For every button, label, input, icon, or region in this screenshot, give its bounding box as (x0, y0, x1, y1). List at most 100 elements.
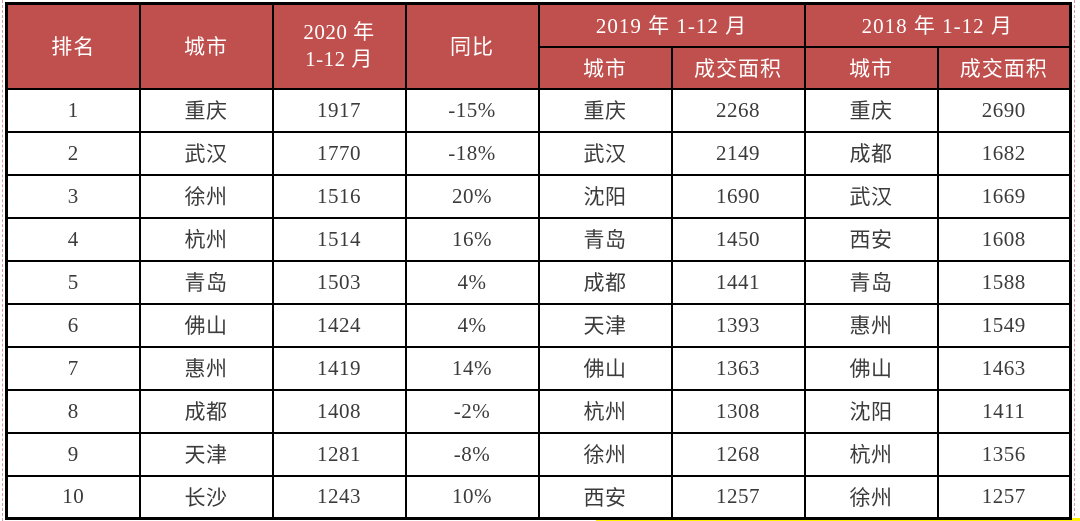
header-city-2020: 城市 (138, 2, 274, 90)
header-yoy: 同比 (404, 2, 540, 90)
cell-city-2019: 沈阳 (537, 173, 673, 219)
cell-city-2020: 成都 (138, 388, 274, 434)
header-row-sub: 城市 成交面积 城市 成交面积 (7, 45, 1072, 90)
cell-area-2019: 1450 (670, 216, 806, 262)
cell-city-2020: 重庆 (138, 87, 274, 133)
cell-rank: 1 (5, 87, 141, 133)
table-header: 排名 城市 2020 年 1-12 月 同比 2019 年 1-12 月 201… (5, 2, 1072, 90)
table-row: 4 杭州 1514 16% 青岛 1450 西安 1608 (5, 216, 1072, 262)
cell-volume-2020: 1770 (271, 130, 407, 176)
table-row: 2 武汉 1770 -18% 武汉 2149 成都 1682 (5, 130, 1072, 176)
table-row: 9 天津 1281 -8% 徐州 1268 杭州 1356 (5, 431, 1072, 477)
cell-rank: 9 (5, 431, 141, 477)
cell-area-2019: 1268 (670, 431, 806, 477)
cell-volume-2020: 1243 (271, 474, 407, 520)
cell-area-2019: 1441 (670, 259, 806, 305)
cell-yoy: -15% (404, 87, 540, 133)
cell-rank: 8 (5, 388, 141, 434)
cell-city-2018: 重庆 (803, 87, 939, 133)
cell-area-2018: 1682 (936, 130, 1072, 176)
page-boundary-left (2, 0, 3, 521)
city-transaction-table: 排名 城市 2020 年 1-12 月 同比 2019 年 1-12 月 201… (5, 2, 1072, 520)
cell-city-2019: 成都 (537, 259, 673, 305)
header-row-group: 排名 城市 2020 年 1-12 月 同比 2019 年 1-12 月 201… (5, 2, 1072, 90)
table-row: 10 长沙 1243 10% 西安 1257 徐州 1257 (5, 474, 1072, 520)
cell-volume-2020: 1917 (271, 87, 407, 133)
cell-yoy: -18% (404, 130, 540, 176)
cell-city-2019: 徐州 (537, 431, 673, 477)
cell-city-2020: 佛山 (138, 302, 274, 348)
cell-rank: 10 (5, 474, 141, 520)
cell-volume-2020: 1516 (271, 173, 407, 219)
cell-city-2018: 成都 (803, 130, 939, 176)
cell-yoy: 4% (404, 259, 540, 305)
table-row: 6 佛山 1424 4% 天津 1393 惠州 1549 (5, 302, 1072, 348)
cell-volume-2020: 1424 (271, 302, 407, 348)
table-body: 1 重庆 1917 -15% 重庆 2268 重庆 2690 2 武汉 1770… (5, 87, 1072, 520)
cell-area-2018: 1549 (936, 302, 1072, 348)
table-row: 7 惠州 1419 14% 佛山 1363 佛山 1463 (5, 345, 1072, 391)
table-row: 3 徐州 1516 20% 沈阳 1690 武汉 1669 (5, 173, 1072, 219)
cell-area-2018: 1411 (936, 388, 1072, 434)
cell-area-2019: 2149 (670, 130, 806, 176)
cell-area-2018: 1669 (936, 173, 1072, 219)
header-area-2018: 成交面积 (936, 45, 1072, 90)
cell-rank: 5 (5, 259, 141, 305)
table-row: 1 重庆 1917 -15% 重庆 2268 重庆 2690 (5, 87, 1072, 133)
cell-area-2019: 2268 (670, 87, 806, 133)
header-period-2020: 2020 年 1-12 月 (271, 2, 407, 90)
cell-city-2019: 重庆 (537, 87, 673, 133)
header-area-2019: 成交面积 (670, 45, 806, 90)
cell-city-2019: 青岛 (537, 216, 673, 262)
cell-city-2018: 惠州 (803, 302, 939, 348)
cell-yoy: -2% (404, 388, 540, 434)
table-row: 5 青岛 1503 4% 成都 1441 青岛 1588 (5, 259, 1072, 305)
cell-city-2018: 沈阳 (803, 388, 939, 434)
page-boundary-right (1074, 0, 1075, 521)
cell-rank: 3 (5, 173, 141, 219)
cell-yoy: 16% (404, 216, 540, 262)
cell-volume-2020: 1514 (271, 216, 407, 262)
cell-yoy: 14% (404, 345, 540, 391)
cell-rank: 7 (5, 345, 141, 391)
cell-area-2018: 1608 (936, 216, 1072, 262)
cell-area-2018: 2690 (936, 87, 1072, 133)
cell-volume-2020: 1419 (271, 345, 407, 391)
cell-yoy: -8% (404, 431, 540, 477)
cell-area-2018: 1588 (936, 259, 1072, 305)
cell-yoy: 10% (404, 474, 540, 520)
cell-city-2018: 杭州 (803, 431, 939, 477)
cell-city-2018: 青岛 (803, 259, 939, 305)
cell-city-2020: 天津 (138, 431, 274, 477)
header-city-2018: 城市 (803, 45, 939, 90)
cell-city-2018: 徐州 (803, 474, 939, 520)
cell-yoy: 20% (404, 173, 540, 219)
cell-area-2018: 1356 (936, 431, 1072, 477)
header-city-2019: 城市 (537, 45, 673, 90)
cell-city-2019: 佛山 (537, 345, 673, 391)
header-period-2020-line1: 2020 年 (303, 19, 375, 44)
cell-volume-2020: 1281 (271, 431, 407, 477)
header-period-2020-line2: 1-12 月 (305, 47, 373, 72)
cell-city-2020: 徐州 (138, 173, 274, 219)
cell-city-2020: 武汉 (138, 130, 274, 176)
cell-city-2019: 天津 (537, 302, 673, 348)
cell-area-2019: 1393 (670, 302, 806, 348)
cell-area-2019: 1690 (670, 173, 806, 219)
cell-area-2019: 1257 (670, 474, 806, 520)
cell-rank: 4 (5, 216, 141, 262)
cell-city-2020: 青岛 (138, 259, 274, 305)
cell-city-2018: 佛山 (803, 345, 939, 391)
header-group-2019: 2019 年 1-12 月 (537, 2, 806, 48)
cell-city-2020: 长沙 (138, 474, 274, 520)
cell-yoy: 4% (404, 302, 540, 348)
cell-area-2019: 1308 (670, 388, 806, 434)
cell-city-2020: 惠州 (138, 345, 274, 391)
header-group-2018: 2018 年 1-12 月 (803, 2, 1072, 48)
cell-rank: 6 (5, 302, 141, 348)
cell-area-2019: 1363 (670, 345, 806, 391)
header-rank: 排名 (5, 2, 141, 90)
cell-city-2019: 武汉 (537, 130, 673, 176)
cell-city-2020: 杭州 (138, 216, 274, 262)
cell-volume-2020: 1408 (271, 388, 407, 434)
